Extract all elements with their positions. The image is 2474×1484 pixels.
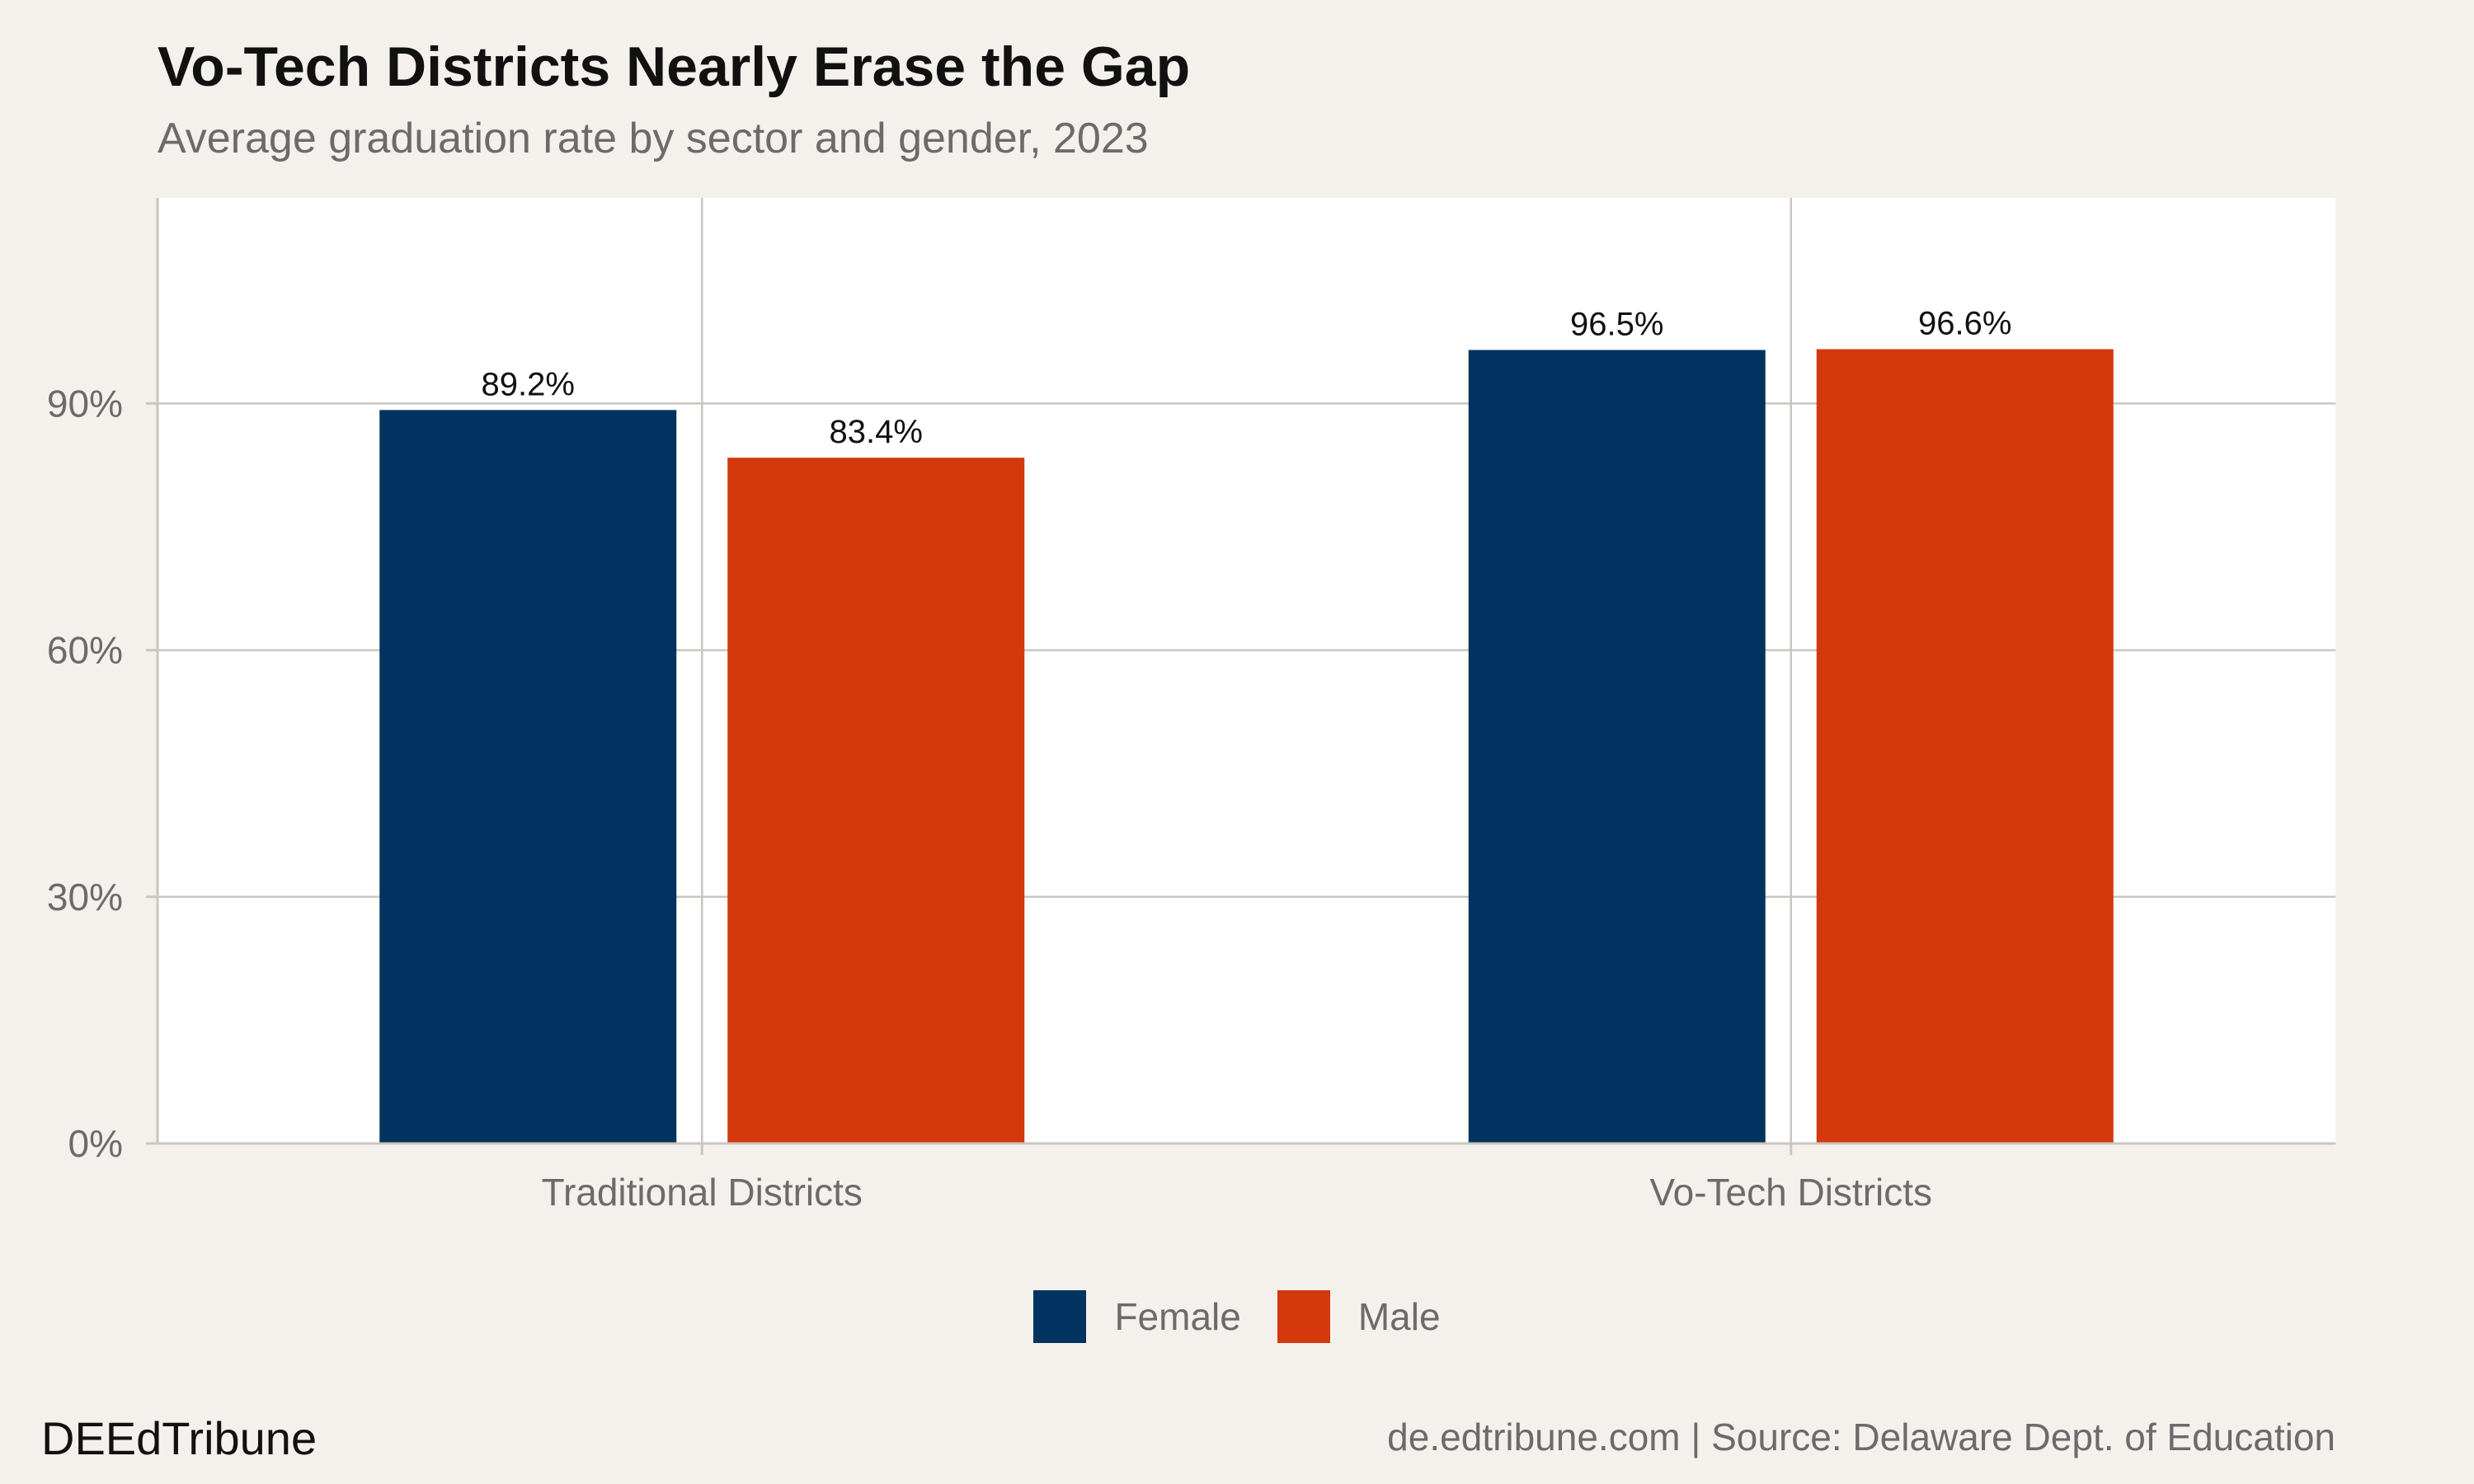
- source-credit: de.edtribune.com | Source: Delaware Dept…: [1387, 1416, 2335, 1458]
- bar-male: [727, 458, 1025, 1144]
- chart-subtitle: Average graduation rate by sector and ge…: [158, 115, 1149, 162]
- bar-female: [1468, 350, 1766, 1144]
- bar-male: [1816, 349, 2114, 1144]
- x-tick-label: Vo-Tech Districts: [1649, 1171, 1932, 1214]
- bar-data-label: 96.6%: [1918, 306, 2011, 342]
- legend-item-female: Female: [1033, 1290, 1241, 1343]
- legend-label-male: Male: [1357, 1295, 1441, 1338]
- x-tick-label: Traditional Districts: [542, 1171, 863, 1214]
- bar-data-label: 89.2%: [482, 366, 575, 402]
- bar-data-label: 83.4%: [830, 414, 923, 450]
- y-tick-label: 60%: [47, 629, 123, 672]
- y-tick-label: 0%: [68, 1122, 123, 1165]
- chart-title: Vo-Tech Districts Nearly Erase the Gap: [158, 35, 1191, 98]
- bar-data-label: 96.5%: [1570, 307, 1663, 343]
- legend-swatch-female: [1033, 1290, 1087, 1343]
- legend-item-male: Male: [1277, 1290, 1441, 1343]
- legend-swatch-male: [1277, 1290, 1330, 1343]
- bar-female: [379, 410, 677, 1144]
- y-tick-label: 90%: [47, 382, 123, 425]
- legend: Female Male: [0, 1290, 2474, 1343]
- brand-logo-text: DEEdTribune: [41, 1412, 317, 1464]
- legend-label-female: Female: [1114, 1295, 1241, 1338]
- y-tick-label: 30%: [47, 876, 123, 918]
